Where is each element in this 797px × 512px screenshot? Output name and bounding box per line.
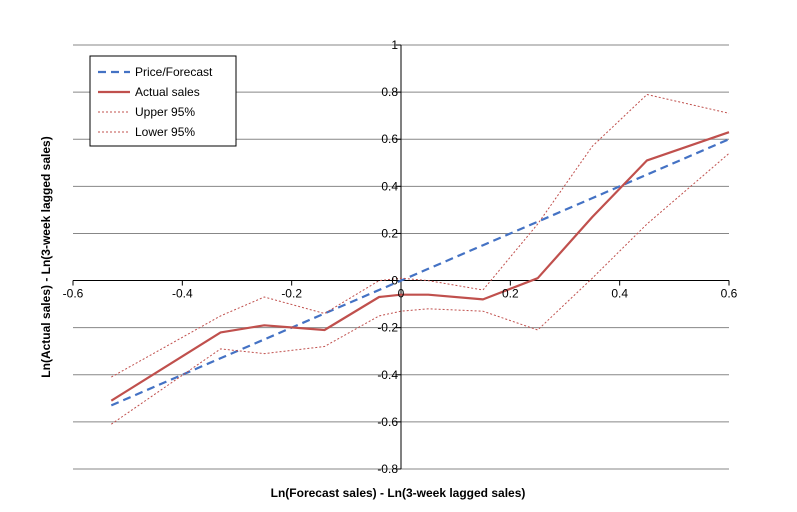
y-tick-label: 0 [391,274,398,288]
y-tick-label: 0.6 [381,132,398,146]
legend-label: Price/Forecast [135,65,213,79]
legend-label: Lower 95% [135,125,195,139]
y-tick-labels: -0.8 -0.6 -0.4 -0.2 0 0.2 0.4 0.6 0.8 1 [377,38,398,476]
y-tick-label: -0.8 [377,462,398,476]
legend-label: Upper 95% [135,105,195,119]
x-tick-label: -0.6 [63,287,84,301]
series-line-upper-95 [111,94,730,378]
series-line-actual-sales [110,131,730,402]
x-tick-label: -0.4 [172,287,193,301]
legend: Price/Forecast Actual sales Upper 95% Lower… [89,55,237,147]
y-tick-label: -0.6 [377,415,398,429]
series-line-lower-95 [111,153,730,425]
x-tick-label: 0 [398,287,405,301]
y-tick-label: 0.2 [381,226,398,240]
y-tick-label: -0.4 [377,368,398,382]
y-tick-label: -0.2 [377,321,398,335]
x-tick-label: -0.2 [281,287,302,301]
x-axis-title: Ln(Forecast sales) - Ln(3-week lagged sa… [271,486,526,500]
x-tick-labels: -0.6 -0.4 -0.2 0 0.2 0.4 0.6 [63,287,738,301]
x-tick-label: 0.6 [721,287,738,301]
y-tick-label: 1 [391,38,398,52]
series-lines [110,94,730,425]
y-axis-title: Ln(Actual sales) - Ln(3-week lagged sale… [39,136,53,377]
y-tick-label: 0.4 [381,179,398,193]
y-tick-label: 0.8 [381,85,398,99]
x-tick-label: 0.4 [611,287,628,301]
legend-label: Actual sales [135,85,200,99]
x-tick-label: 0.2 [502,287,519,301]
series-line-price-forecast [110,138,730,407]
